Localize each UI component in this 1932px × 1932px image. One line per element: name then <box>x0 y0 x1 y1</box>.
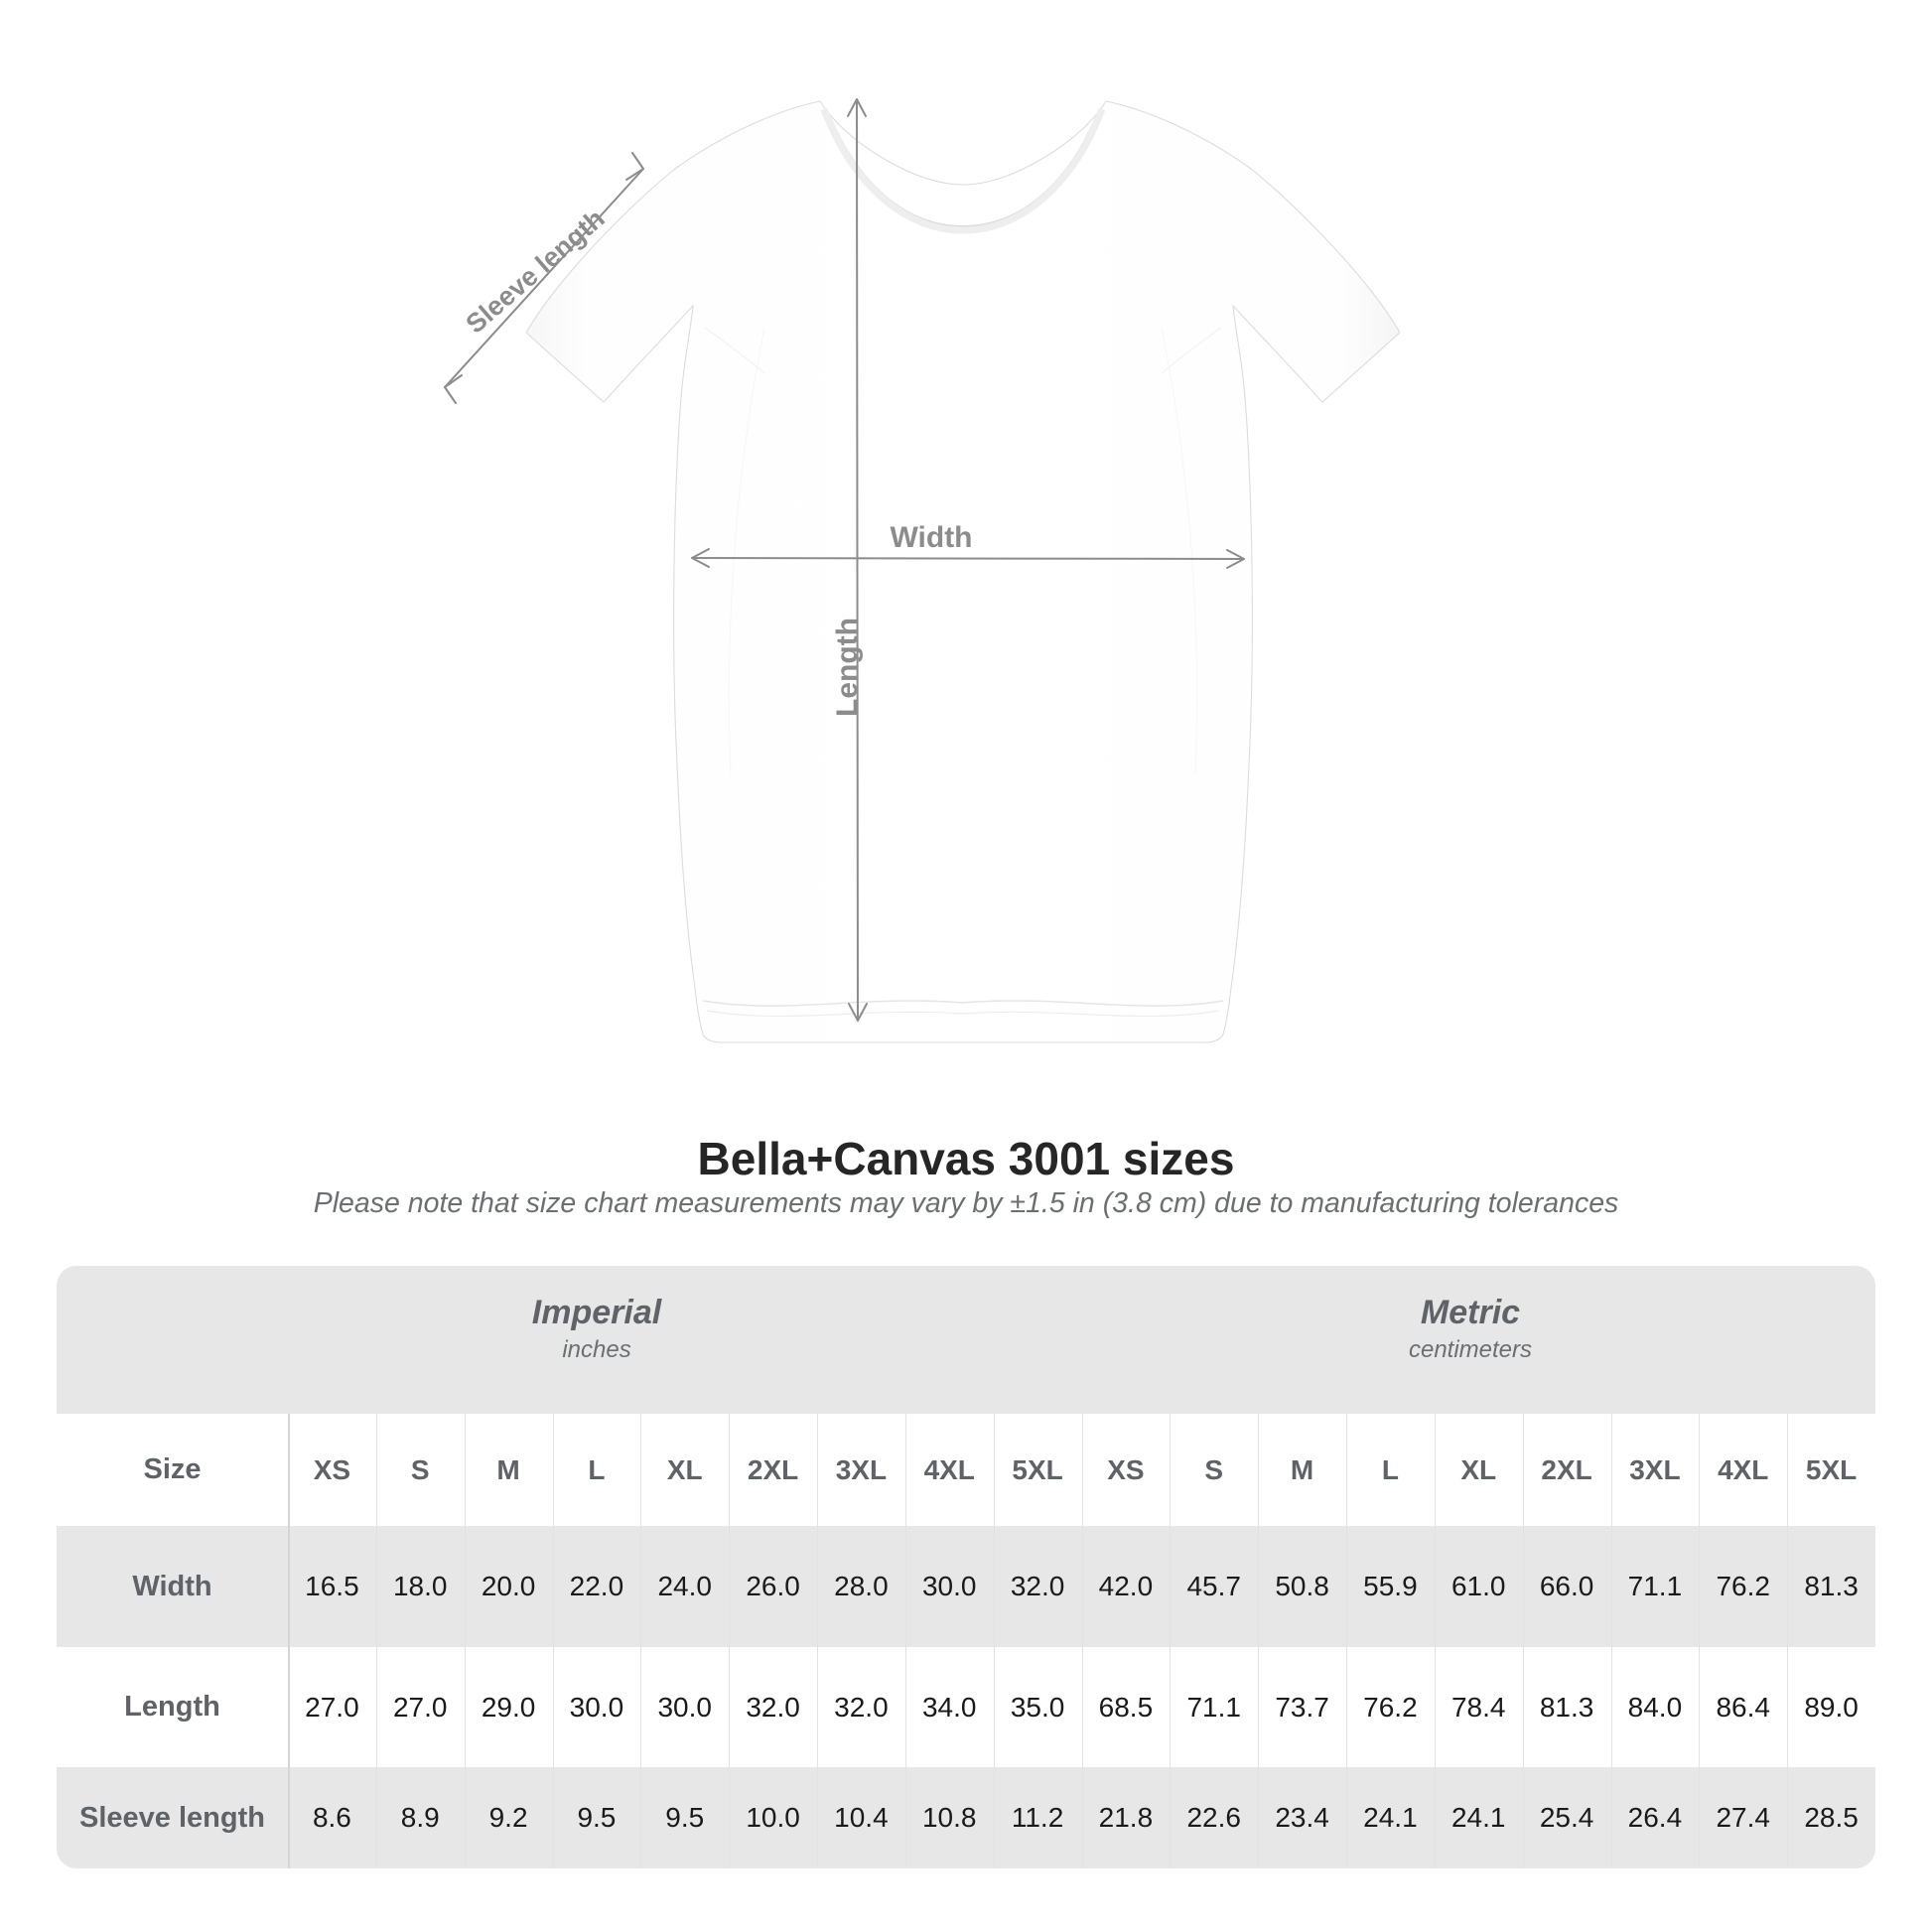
svg-text:Sleeve length: Sleeve length <box>461 204 611 340</box>
svg-text:Length: Length <box>831 618 864 717</box>
svg-text:Width: Width <box>890 521 972 554</box>
